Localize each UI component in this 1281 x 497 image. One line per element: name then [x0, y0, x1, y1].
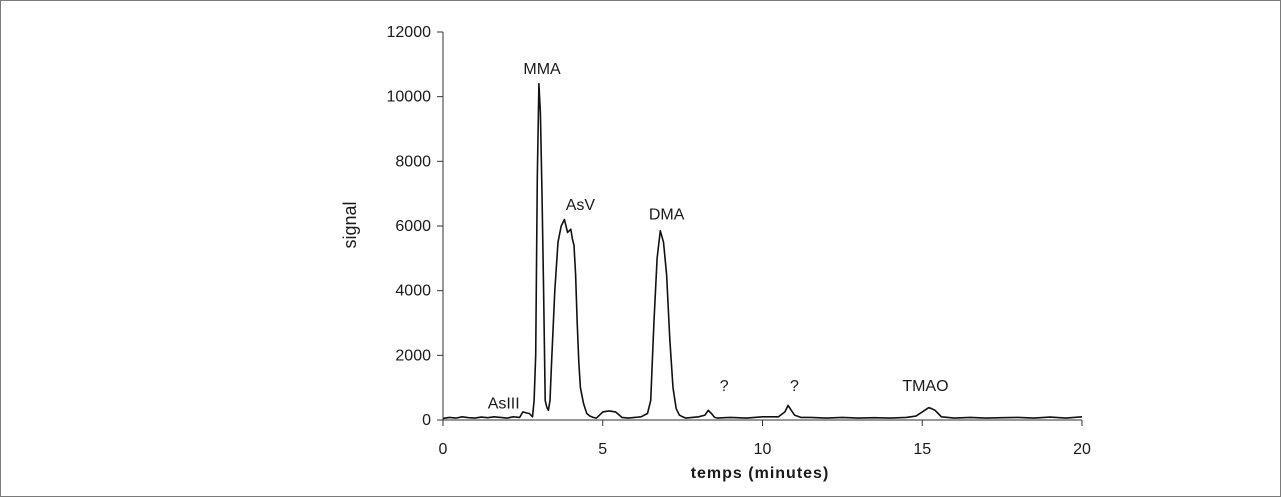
y-tick-label: 8000	[395, 153, 431, 170]
y-tick-label: 12000	[387, 24, 432, 41]
peak-annotations: AsIII MMA AsV DMA?? TMAO	[488, 61, 949, 413]
signal-series-line	[442, 82, 1083, 420]
series-layer	[442, 82, 1083, 420]
y-tick-label: 4000	[395, 283, 431, 300]
x-tick-label: 20	[1073, 441, 1091, 458]
x-tick-label: 10	[754, 441, 772, 458]
x-tick-label: 15	[913, 441, 931, 458]
y-axis-label: signal	[340, 201, 360, 248]
x-axis: 0 5 10 15 20	[439, 419, 1091, 458]
y-axis: 0 2000 4000 6000 8000 10000 12000	[387, 24, 444, 429]
peak-label: AsV	[566, 197, 596, 214]
x-tick-label: 0	[439, 441, 448, 458]
y-tick-label: 10000	[387, 89, 432, 106]
y-tick-label: 0	[422, 412, 431, 429]
peak-label: AsIII	[488, 396, 520, 413]
peak-label: MMA	[523, 61, 561, 78]
peak-label: DMA	[649, 207, 685, 224]
y-tick-label: 6000	[395, 218, 431, 235]
x-axis-label: temps (minutes)	[691, 465, 830, 482]
peak-label: ?	[790, 378, 799, 395]
y-tick-label: 2000	[395, 347, 431, 364]
x-tick-label: 5	[598, 441, 607, 458]
peak-label: ?	[720, 378, 729, 395]
peak-label: TMAO	[902, 378, 948, 395]
